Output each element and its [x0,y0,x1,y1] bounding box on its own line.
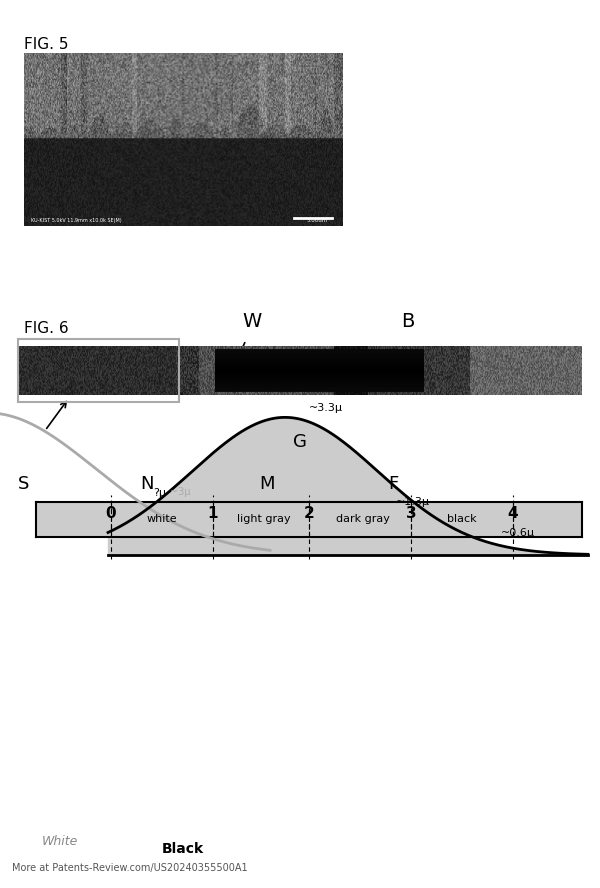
Text: F: F [388,475,398,493]
Text: 0: 0 [106,506,116,521]
Text: ~3.3μ: ~3.3μ [309,403,343,413]
Text: W: W [242,313,262,331]
Text: N: N [140,475,154,493]
Text: 3: 3 [406,506,416,521]
Bar [18,339,179,402]
Text: B: B [401,313,415,331]
Bar [36,502,582,537]
Text: ~0.6μ: ~0.6μ [501,527,535,538]
Text: S: S [19,475,29,493]
Text: 4: 4 [508,506,518,521]
Text: 1: 1 [208,506,218,521]
Text: FIG. 5: FIG. 5 [24,37,68,52]
Text: dark gray: dark gray [336,514,390,525]
Text: G: G [293,433,307,451]
Text: KU-KIST 5.0kV 11.9mm x10.0k SE(M): KU-KIST 5.0kV 11.9mm x10.0k SE(M) [31,218,121,223]
Text: White: White [42,836,79,848]
Text: M: M [259,475,275,493]
Text: 5.00um: 5.00um [307,218,328,223]
Text: light gray: light gray [237,514,291,525]
Text: 2: 2 [304,506,314,521]
Text: ~1.3μ: ~1.3μ [396,496,430,507]
Text: More at Patents-Review.com/US20240355500A1: More at Patents-Review.com/US20240355500… [12,863,248,874]
Text: white: white [146,514,178,525]
Text: ?μ: ?μ [153,488,166,498]
Text: FIG. 6: FIG. 6 [24,321,68,337]
Text: ~3µ: ~3µ [170,487,190,496]
Text: black: black [447,514,477,525]
Text: Black: Black [162,842,204,856]
